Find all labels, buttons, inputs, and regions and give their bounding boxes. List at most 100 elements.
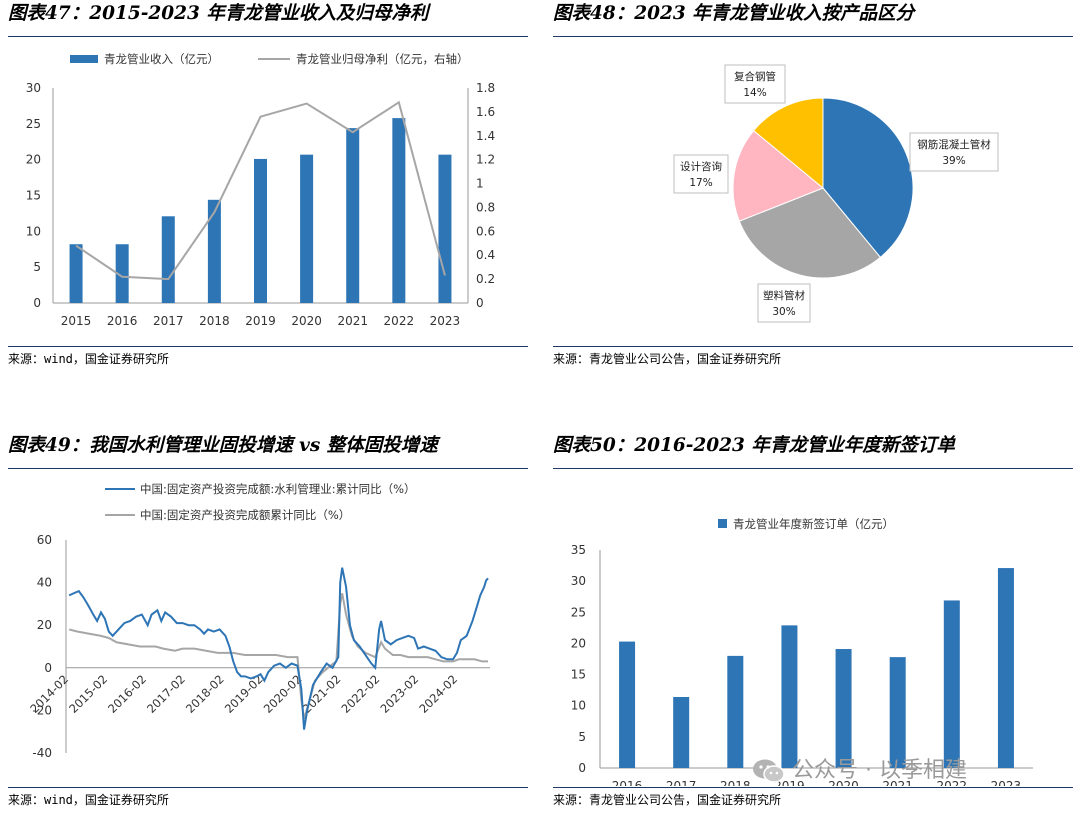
x-tick-label: 2018 xyxy=(720,779,751,786)
bar xyxy=(727,655,744,768)
x-tick-label: 2018-02 xyxy=(183,672,227,716)
y-tick-label: 0 xyxy=(33,296,41,310)
y2-tick-label: 0.8 xyxy=(476,200,495,214)
y-tick-label: 25 xyxy=(26,117,41,131)
chart-source: 来源：青龙管业公司公告，国金证券研究所 xyxy=(553,346,1073,370)
y2-tick-label: 1.2 xyxy=(476,153,495,167)
y-tick-label: 25 xyxy=(571,605,586,619)
bar xyxy=(835,649,852,768)
slice-label: 设计咨询 xyxy=(680,160,722,173)
panel-product-mix: 图表48：2023 年青龙管业收入按产品区分 钢筋混凝土管材 39% 塑料管材 30%… xyxy=(553,0,1073,378)
y2-tick-label: 1.6 xyxy=(476,105,495,119)
legend-swatch xyxy=(718,519,727,528)
y-tick-label: 15 xyxy=(571,668,586,682)
y2-tick-label: 0 xyxy=(476,296,484,310)
x-tick-label: 2020 xyxy=(291,314,322,328)
legend-label: 青龙管业收入（亿元） xyxy=(104,52,219,66)
x-tick-label: 2023-02 xyxy=(377,672,421,716)
x-tick-label: 2024-02 xyxy=(416,672,460,716)
y-tick-label: 15 xyxy=(26,189,41,203)
y-tick-label: 35 xyxy=(571,543,586,557)
bar xyxy=(161,216,175,303)
x-tick-label: 2023 xyxy=(430,314,461,328)
x-tick-label: 2018 xyxy=(199,314,230,328)
y-tick-label: 0 xyxy=(44,661,52,675)
y2-tick-label: 0.6 xyxy=(476,224,495,238)
legend-label: 青龙管业年度新签订单（亿元） xyxy=(733,517,894,531)
bar xyxy=(300,154,314,303)
x-tick-label: 2020 xyxy=(828,779,859,786)
slice-label: 钢筋混凝土管材 xyxy=(917,138,991,151)
chart-source: 来源：青龙管业公司公告，国金证券研究所 xyxy=(553,787,1073,811)
product-mix-pie-chart: 钢筋混凝土管材 39% 塑料管材 30% 设计咨询 17% 复合钢管 14% xyxy=(673,64,999,323)
y-tick-label: 0 xyxy=(578,761,586,775)
x-tick-label: 2022 xyxy=(384,314,415,328)
chart-title: 图表47：2015-2023 年青龙管业收入及归母净利 xyxy=(8,0,528,37)
legend-label: 青龙管业归母净利（亿元，右轴） xyxy=(296,52,469,66)
x-tick-label: 2019 xyxy=(245,314,276,328)
pie-slice xyxy=(738,187,882,279)
bar xyxy=(254,158,267,303)
chart-title: 图表49：我国水利管理业固投增速 vs 整体固投增速 xyxy=(8,432,528,469)
investment-growth-line-chart: 中国:固定资产投资完成额:水利管理业:累计同比（%） 中国:固定资产投资完成额累计… xyxy=(27,482,490,760)
y2-tick-label: 1.4 xyxy=(476,129,495,143)
legend-swatch xyxy=(70,55,98,63)
x-tick-label: 2019 xyxy=(774,779,805,786)
slice-label-box xyxy=(724,64,786,104)
y-tick-label: 20 xyxy=(571,636,586,650)
x-tick-label: 2019-02 xyxy=(222,672,266,716)
bar xyxy=(69,244,83,303)
x-tick-label: 2020-02 xyxy=(261,672,305,716)
bar xyxy=(346,128,360,303)
y-tick-label: -40 xyxy=(32,746,52,760)
x-tick-label: 2016 xyxy=(612,779,643,786)
water-investment-line xyxy=(68,567,489,730)
y2-tick-label: 1.8 xyxy=(476,81,495,95)
y-tick-label: 10 xyxy=(571,699,586,713)
bar xyxy=(781,625,798,768)
y-tick-label: 20 xyxy=(37,618,52,632)
x-tick-label: 2015-02 xyxy=(66,672,110,716)
y-tick-label: 5 xyxy=(578,730,586,744)
y-tick-label: 30 xyxy=(571,574,586,588)
wechat-icon xyxy=(752,758,786,784)
legend-label: 中国:固定资产投资完成额:水利管理业:累计同比（%） xyxy=(140,482,416,496)
bar xyxy=(997,568,1014,768)
y-tick-label: 20 xyxy=(26,153,41,167)
legend-label: 中国:固定资产投资完成额累计同比（%） xyxy=(140,508,350,522)
chart-source: 来源：wind，国金证券研究所 xyxy=(8,787,528,811)
slice-label-box xyxy=(673,154,729,194)
y-tick-label: 60 xyxy=(37,533,52,547)
bar xyxy=(619,641,636,768)
revenue-profit-chart: 青龙管业收入（亿元） 青龙管业归母净利（亿元，右轴） 0 5 10 15 20 25 30 0 0.… xyxy=(26,52,495,328)
profit-line xyxy=(75,100,446,281)
x-tick-label: 2022-02 xyxy=(339,672,383,716)
bar xyxy=(115,244,129,303)
chart-title: 图表48：2023 年青龙管业收入按产品区分 xyxy=(553,0,1073,37)
bar xyxy=(889,657,906,768)
chart-source: 来源：wind，国金证券研究所 xyxy=(8,346,528,370)
y-tick-label: 10 xyxy=(26,224,41,238)
bar xyxy=(438,154,452,303)
slice-label-box xyxy=(757,283,811,323)
new-orders-bar-chart: 青龙管业年度新签订单（亿元） 0 5 10 15 20 25 30 35 2016 2017 2018… xyxy=(571,517,1033,786)
y2-tick-label: 0.2 xyxy=(476,272,495,286)
panel-revenue-profit: 图表47：2015-2023 年青龙管业收入及归母净利 青龙管业收入（亿元） 青龙… xyxy=(8,0,528,378)
y-tick-label: -20 xyxy=(32,703,52,717)
x-tick-label: 2021 xyxy=(882,779,913,786)
slice-label: 塑料管材 xyxy=(763,289,805,302)
y2-tick-label: 1 xyxy=(476,177,484,191)
bar xyxy=(392,118,406,303)
slice-percent: 14% xyxy=(743,87,766,99)
watermark-text: 公众号 · 以季相建 xyxy=(792,758,967,783)
bar xyxy=(207,199,221,303)
x-tick-label: 2023 xyxy=(991,779,1022,786)
y-tick-label: 40 xyxy=(37,576,52,590)
x-tick-label: 2015 xyxy=(61,314,92,328)
y-tick-label: 5 xyxy=(33,260,41,274)
x-tick-label: 2016-02 xyxy=(105,672,149,716)
slice-label: 复合钢管 xyxy=(734,70,776,83)
x-tick-label: 2017 xyxy=(153,314,184,328)
panel-new-orders: 图表50：2016-2023 年青龙管业年度新签订单 青龙管业年度新签订单（亿元… xyxy=(553,432,1073,815)
pie-slice xyxy=(752,97,824,190)
